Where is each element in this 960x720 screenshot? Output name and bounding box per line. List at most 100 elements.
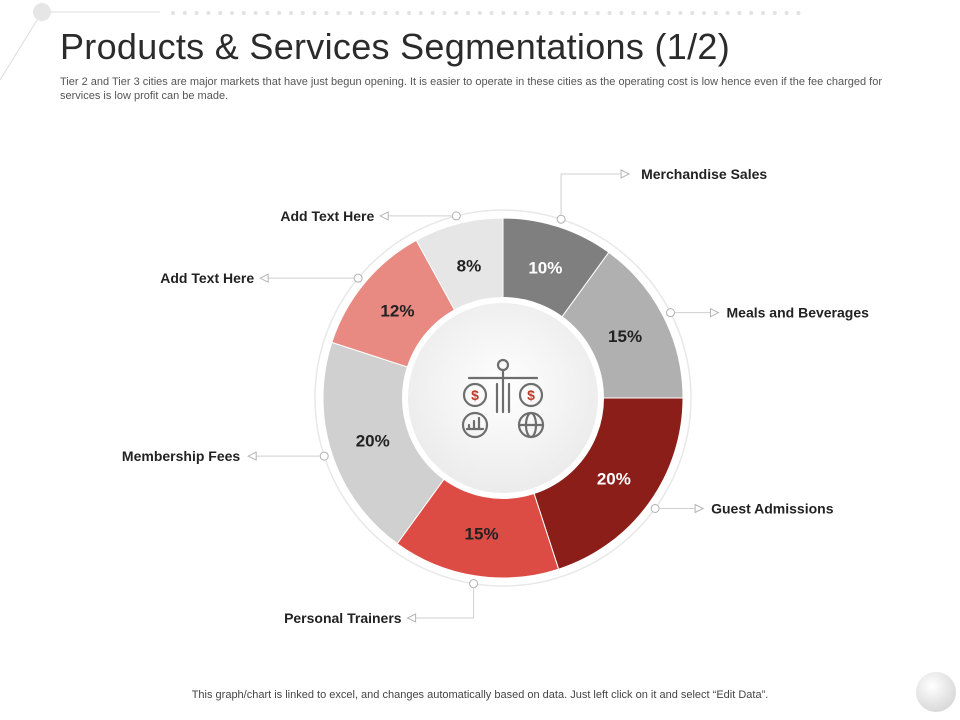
svg-text:$: $ (527, 387, 535, 403)
divider-dot (289, 11, 293, 15)
investment-balance-scale-icon: $ $ (461, 358, 545, 439)
divider-dot (572, 11, 577, 15)
callout-dot (556, 214, 566, 224)
callout-arrow (620, 169, 631, 179)
callout-dot (469, 579, 479, 589)
category-label: Add Text Here (280, 208, 374, 224)
divider-dot (477, 11, 482, 15)
outer-ring (314, 209, 692, 587)
divider-dot (690, 11, 695, 15)
divider-dot (666, 11, 671, 15)
divider-dot (607, 11, 612, 15)
slice-value-label: 20% (597, 470, 631, 489)
divider-dot (560, 11, 565, 15)
divider-dot (548, 11, 553, 15)
callout-line (560, 173, 622, 216)
divider-dot (300, 11, 305, 15)
divider-dot (702, 11, 706, 15)
callout-layer: Merchandise Sales Meals and Beverages Gues… (122, 166, 869, 626)
divider-dot (737, 11, 742, 15)
slice-value-label: 20% (356, 431, 390, 450)
divider-dot (619, 11, 624, 15)
callout-arrow (710, 307, 720, 318)
divider-dot (584, 11, 588, 15)
callout-arrow (259, 273, 269, 283)
divider-dot (324, 11, 329, 15)
divider-dot (454, 11, 459, 15)
divider-dot (654, 11, 659, 15)
category-label: Personal Trainers (284, 610, 402, 626)
divider-dot (241, 11, 246, 15)
divider-dot (206, 11, 211, 15)
divider-dot (182, 11, 187, 15)
slice-value-label: 10% (528, 259, 562, 278)
callout-dot (319, 451, 329, 461)
category-label: Membership Fees (122, 448, 240, 464)
slice-value-label: 15% (465, 524, 499, 543)
divider-dot (312, 11, 317, 15)
callout-line (415, 587, 475, 619)
category-label: Merchandise Sales (641, 166, 767, 182)
corner-line (0, 11, 43, 81)
divider-dot (466, 11, 470, 15)
dotted-divider (171, 11, 801, 15)
divider-dot (631, 11, 636, 15)
category-label: Add Text Here (160, 270, 254, 286)
category-label: Meals and Beverages (727, 305, 870, 321)
divider-dot (536, 11, 541, 15)
slice-value-label: 15% (608, 327, 642, 346)
divider-dot (501, 11, 506, 15)
divider-dot (430, 11, 435, 15)
callout-arrow (406, 613, 417, 623)
callout-arrow (694, 503, 705, 514)
divider-dot (371, 11, 376, 15)
callout-dot (353, 273, 363, 283)
divider-dot (442, 11, 447, 15)
divider-dot (218, 11, 223, 15)
page-subtitle: Tier 2 and Tier 3 cities are major marke… (60, 76, 882, 102)
slice-value-label: 8% (457, 256, 482, 275)
divider-dot (749, 11, 754, 15)
divider-dot (772, 11, 777, 15)
divider-dot (796, 11, 801, 15)
divider-dot (784, 11, 789, 15)
divider-dot (171, 11, 175, 15)
corner-circle (33, 3, 51, 21)
divider-dot (678, 11, 683, 15)
divider-dot (253, 11, 258, 15)
divider-dot (395, 11, 400, 15)
divider-dot (194, 11, 199, 15)
divider-dot (230, 11, 234, 15)
callout-dot (451, 211, 461, 221)
callout-arrow (379, 211, 389, 221)
corner-decoration (916, 672, 956, 712)
divider-dot (348, 11, 352, 15)
labels-layer: 10% 15% 20% 15% 20% 12% 8% (356, 256, 642, 543)
divider-dot (525, 11, 529, 15)
divider-dot (383, 11, 388, 15)
callout-dot (666, 308, 676, 318)
divider-dot (713, 11, 718, 15)
slice-value-label: 12% (380, 302, 414, 321)
page-title: Products & Services Segmentations (1/2) (60, 26, 731, 67)
category-label: Guest Admissions (711, 501, 834, 517)
divider-dot (359, 11, 364, 15)
divider-dot (418, 11, 423, 15)
divider-dot (407, 11, 411, 15)
divider-dot (489, 11, 494, 15)
divider-dot (725, 11, 730, 15)
divider-dot (265, 11, 270, 15)
divider-dot (336, 11, 341, 15)
callout-arrow (247, 451, 257, 461)
divider-dot (595, 11, 600, 15)
svg-text:$: $ (471, 387, 479, 403)
divider-dot (761, 11, 765, 15)
callout-dot (650, 504, 660, 514)
slices-layer (322, 217, 684, 579)
footer-note: This graph/chart is linked to excel, and… (191, 689, 769, 701)
divider-dot (277, 11, 282, 15)
divider-dot (513, 11, 518, 15)
divider-dot (643, 11, 647, 15)
